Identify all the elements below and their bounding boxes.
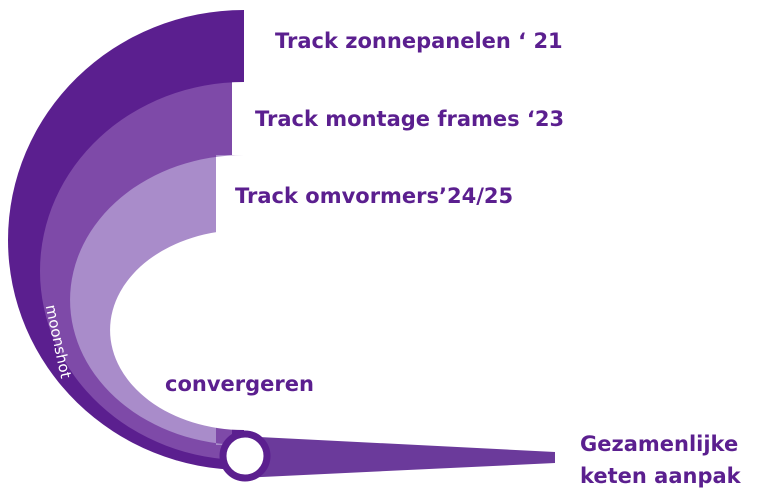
outcome-line: keten aanpak <box>580 464 742 488</box>
convergence-node <box>223 434 267 478</box>
track-label: Track montage frames ‘23 <box>255 107 564 131</box>
track-label: Track omvormers’24/25 <box>235 184 513 208</box>
merge-label: convergeren <box>165 372 314 396</box>
outcome-line: Gezamenlijke <box>580 432 738 456</box>
diagram: Track zonnepanelen ‘ 21 Track montage fr… <box>0 0 770 494</box>
convergence-tail <box>240 436 555 478</box>
track-label: Track zonnepanelen ‘ 21 <box>275 29 563 53</box>
